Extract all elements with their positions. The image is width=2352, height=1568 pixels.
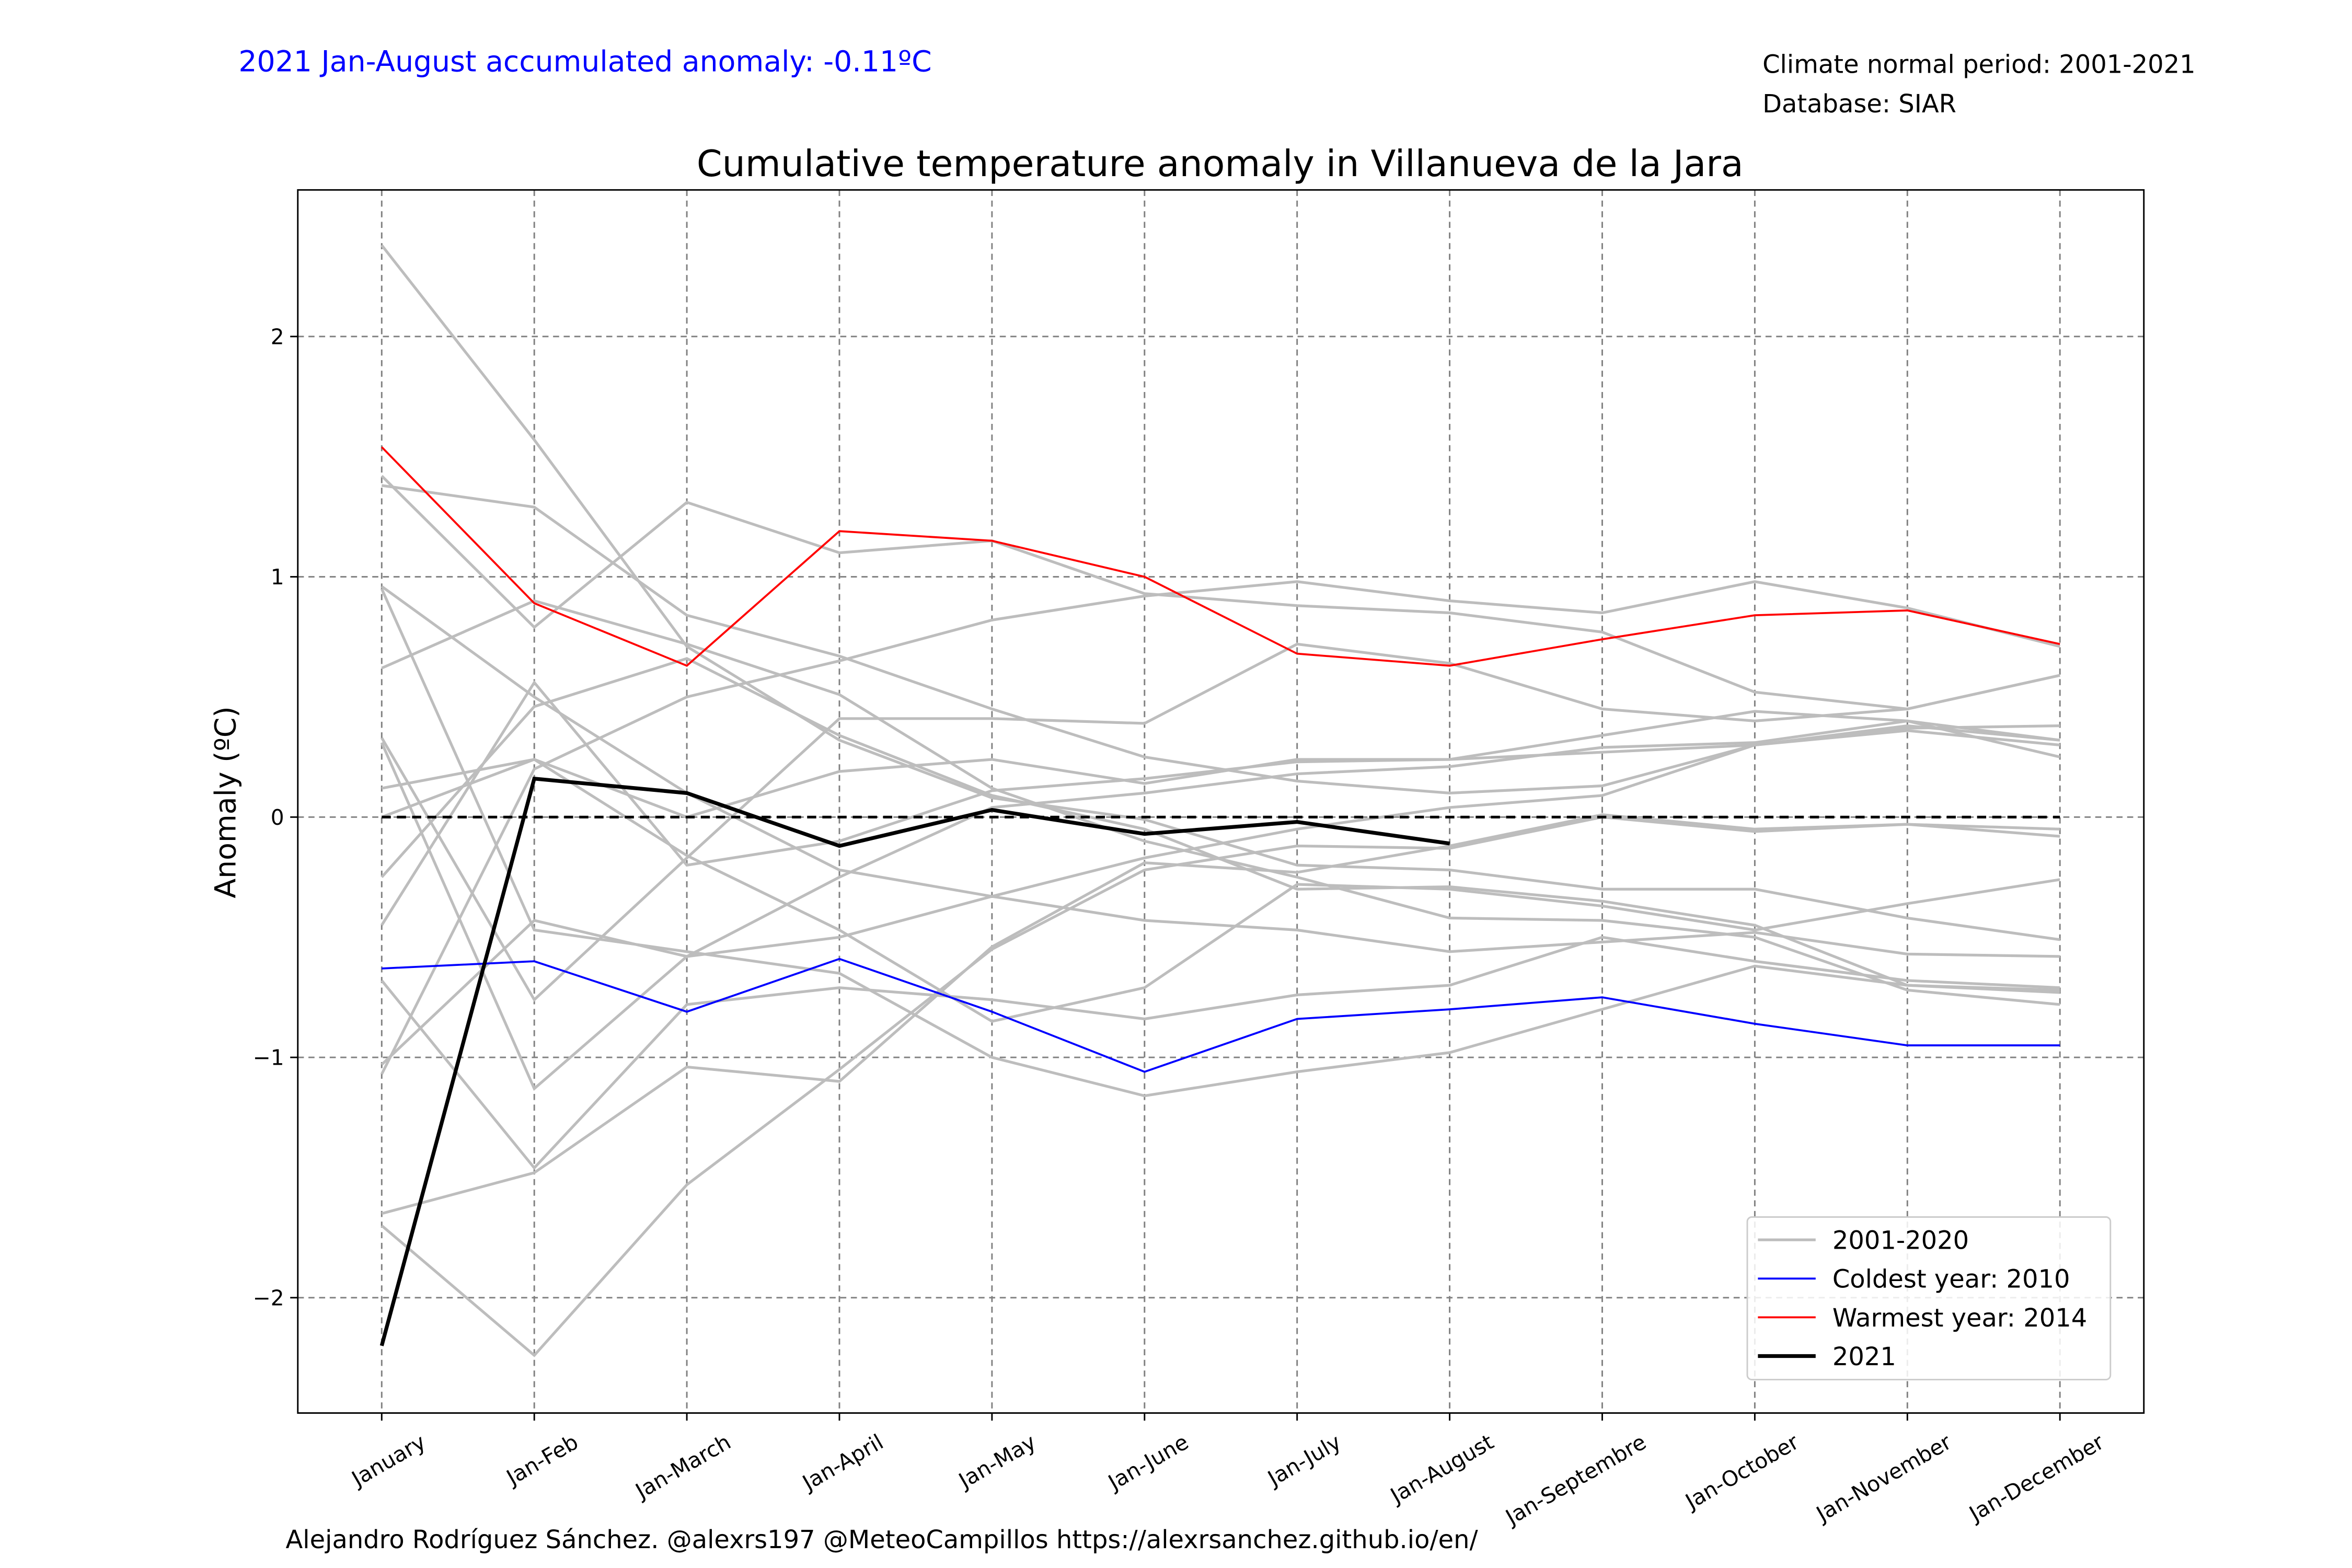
y-axis-label: Anomaly (ºC) [210,706,243,898]
y-tick-label: 2 [271,324,284,349]
y-tick-label: −1 [253,1045,284,1070]
chart-title: Cumulative temperature anomaly in Villan… [697,143,1744,185]
legend-label: 2021 [1832,1342,1896,1371]
history-line [381,936,2060,1170]
annotation: 2021 Jan-August accumulated anomaly: -0.… [238,45,931,79]
y-tick-label: −2 [253,1285,284,1310]
info-line: Climate normal period: 2001-2021 [1762,50,2196,79]
plot-frame [297,189,2145,1414]
history-line [381,815,2060,1357]
series-line [379,776,1450,1346]
history-line [380,580,2060,1075]
credit: Alejandro Rodríguez Sánchez. @alexrs197 … [286,1525,1479,1554]
history-line [381,710,2060,819]
y-tick-label: 0 [271,805,284,830]
info-line: Database: SIAR [1762,89,1956,119]
series-line [381,446,2060,667]
history-line [381,719,2060,1066]
history-line [381,813,2060,1215]
legend-label: 2001-2020 [1832,1226,1969,1255]
y-tick-label: 1 [271,564,284,590]
history-line [381,758,2060,1023]
history-line [381,642,2060,1002]
series-line [382,958,2060,1073]
history-line [380,588,2060,1098]
legend-box [1746,1216,2112,1380]
legend-label: Warmest year: 2014 [1832,1304,2087,1333]
legend-label: Coldest year: 2010 [1832,1265,2070,1294]
history-line [381,475,2060,711]
